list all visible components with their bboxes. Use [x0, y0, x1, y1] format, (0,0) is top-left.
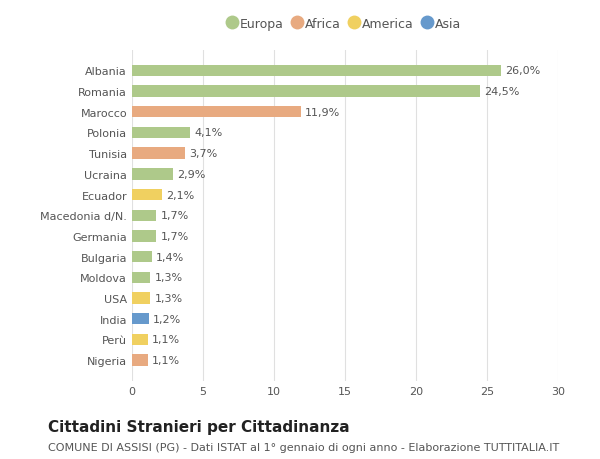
- Text: 1,7%: 1,7%: [160, 231, 188, 241]
- Text: 26,0%: 26,0%: [505, 66, 541, 76]
- Bar: [132, 210, 156, 221]
- Bar: [132, 148, 185, 159]
- Bar: [132, 169, 173, 180]
- Bar: [132, 334, 148, 345]
- Text: 4,1%: 4,1%: [194, 128, 223, 138]
- Bar: [132, 107, 301, 118]
- Bar: [132, 66, 501, 77]
- Text: 2,1%: 2,1%: [166, 190, 194, 200]
- Bar: [132, 272, 151, 283]
- Text: 3,7%: 3,7%: [189, 149, 217, 159]
- Text: 1,4%: 1,4%: [156, 252, 184, 262]
- Bar: [132, 355, 148, 366]
- Text: 1,1%: 1,1%: [152, 355, 180, 365]
- Bar: [132, 86, 480, 97]
- Text: Cittadini Stranieri per Cittadinanza: Cittadini Stranieri per Cittadinanza: [48, 419, 350, 434]
- Bar: [132, 128, 190, 139]
- Text: 2,9%: 2,9%: [178, 169, 206, 179]
- Bar: [132, 190, 162, 201]
- Bar: [132, 252, 152, 263]
- Text: 1,7%: 1,7%: [160, 211, 188, 221]
- Text: 1,2%: 1,2%: [154, 314, 182, 324]
- Bar: [132, 293, 151, 304]
- Text: 1,3%: 1,3%: [155, 293, 183, 303]
- Text: 1,1%: 1,1%: [152, 335, 180, 345]
- Text: COMUNE DI ASSISI (PG) - Dati ISTAT al 1° gennaio di ogni anno - Elaborazione TUT: COMUNE DI ASSISI (PG) - Dati ISTAT al 1°…: [48, 442, 559, 452]
- Text: 24,5%: 24,5%: [484, 87, 520, 97]
- Bar: [132, 313, 149, 325]
- Legend: Europa, Africa, America, Asia: Europa, Africa, America, Asia: [225, 14, 465, 34]
- Text: 1,3%: 1,3%: [155, 273, 183, 283]
- Bar: [132, 231, 156, 242]
- Text: 11,9%: 11,9%: [305, 107, 340, 118]
